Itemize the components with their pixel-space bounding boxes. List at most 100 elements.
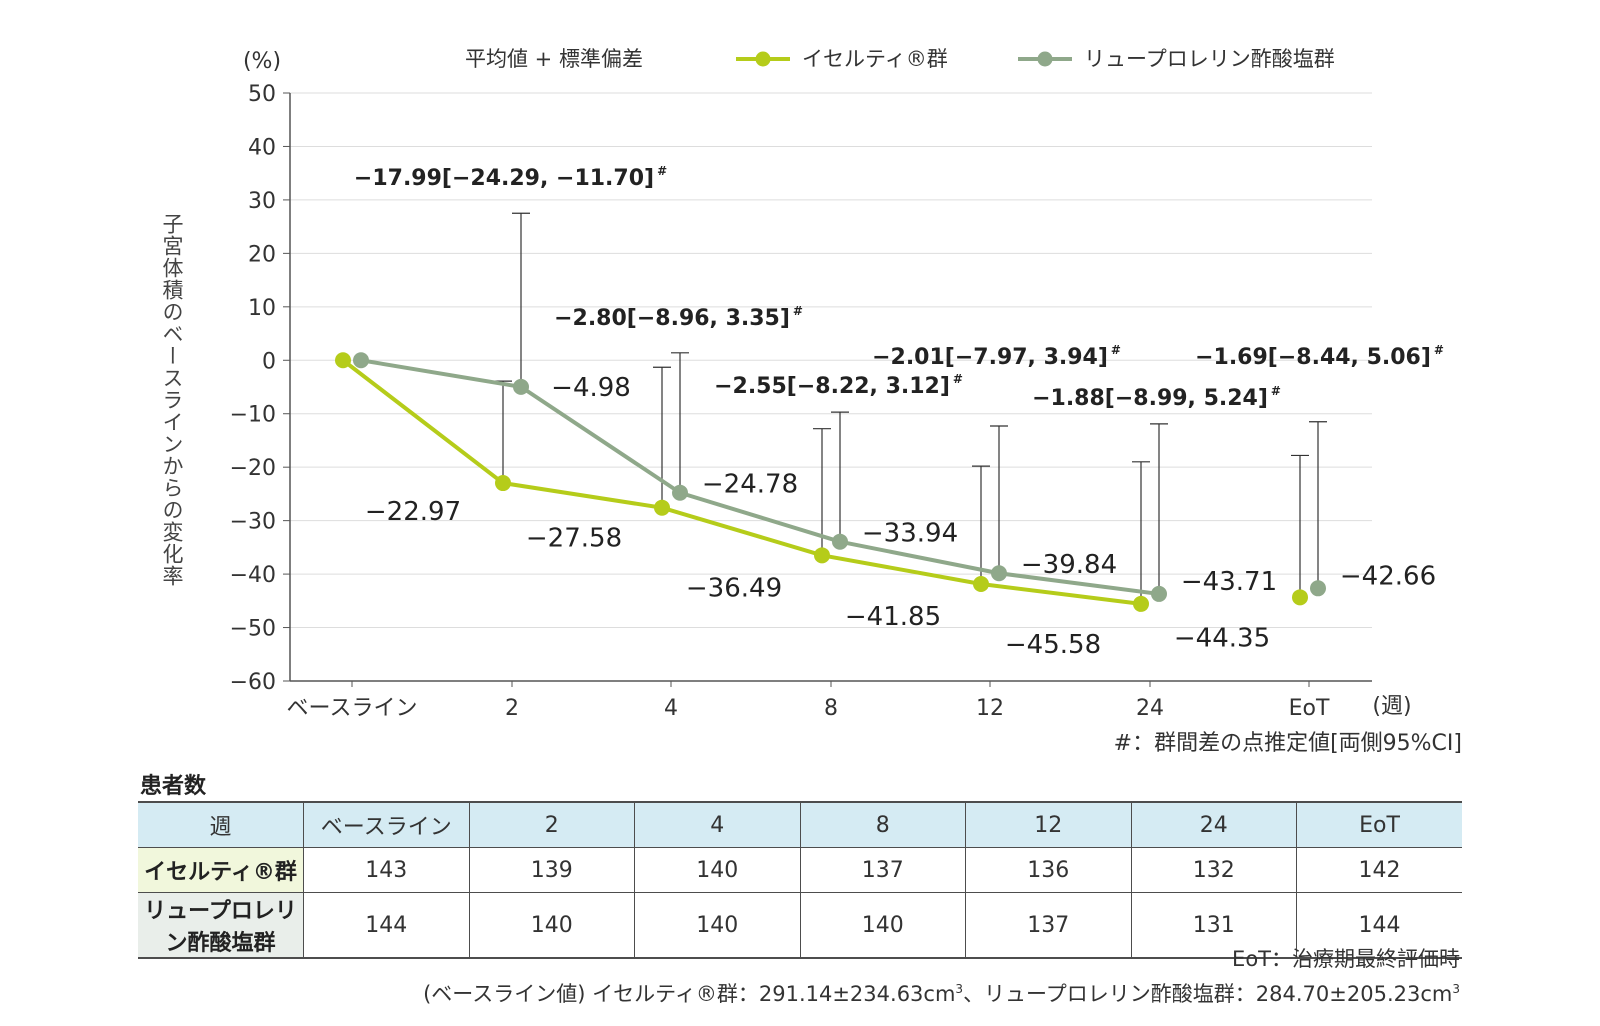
table-cell: 140 xyxy=(468,892,635,958)
table-cell: 137 xyxy=(965,892,1131,958)
table-cell: 137 xyxy=(799,847,966,893)
value-label-leuprorelin: −4.98 xyxy=(551,373,631,403)
group-difference-mark: # xyxy=(1111,343,1121,357)
header-cell: 4 xyxy=(634,802,800,848)
row-label-iserti: イセルティ®群 xyxy=(138,847,304,893)
y-tick-label: 20 xyxy=(248,242,276,267)
legend-marker-leuprorelin xyxy=(1037,51,1053,67)
marker-leuprorelin xyxy=(353,352,369,369)
y-tick-label: −30 xyxy=(230,510,276,535)
table-row-iserti: イセルティ®群 143 139 140 137 136 132 142 xyxy=(138,847,1462,893)
header-cell: ベースライン xyxy=(303,802,469,848)
group-difference-label: −17.99[−24.29, −11.70] xyxy=(354,166,654,191)
y-axis-label: 子宮体積のベースラインからの変化率 xyxy=(160,213,184,587)
marker-leuprorelin xyxy=(1151,585,1167,602)
table-cell: 142 xyxy=(1296,847,1462,893)
table-cell: 139 xyxy=(468,847,635,893)
x-tick-label: 4 xyxy=(664,696,678,721)
row-label-leuprorelin: リュープロレリン酢酸塩群 xyxy=(138,892,304,958)
y-tick-label: 10 xyxy=(248,296,276,321)
table-cell: 144 xyxy=(1296,892,1462,958)
header-cell: 8 xyxy=(799,802,966,848)
marker-leuprorelin xyxy=(832,533,848,550)
table-cell: 140 xyxy=(799,892,966,958)
marker-iserti xyxy=(495,475,511,492)
value-label-iserti: −36.49 xyxy=(686,573,782,603)
legend-label-leuprorelin: リュープロレリン酢酸塩群 xyxy=(1084,47,1335,71)
eot-note: EoT：治療期最終評価時 xyxy=(1232,947,1460,971)
value-label-leuprorelin: −43.71 xyxy=(1181,567,1277,597)
group-difference-mark: # xyxy=(1271,384,1281,398)
marker-iserti xyxy=(335,352,351,369)
series-line-leuprorelin xyxy=(360,358,1160,596)
group-difference-mark: # xyxy=(1434,343,1444,357)
superscript-3: 3 xyxy=(1452,982,1460,996)
y-tick-label: −40 xyxy=(230,563,276,588)
patient-count-title: 患者数 xyxy=(140,774,207,799)
group-difference-mark: # xyxy=(953,372,963,386)
marker-leuprorelin xyxy=(1310,580,1326,597)
marker-leuprorelin xyxy=(513,378,529,395)
y-tick-label: −50 xyxy=(230,617,276,642)
baseline-note: (ベースライン値) イセルティ®群：291.14±234.63cm3、リュープロ… xyxy=(423,978,1460,1008)
value-label-leuprorelin: −33.94 xyxy=(862,519,958,549)
chart-footnote: #：群間差の点推定値[両側95%CI] xyxy=(1114,731,1462,756)
marker-iserti xyxy=(973,575,989,592)
marker-iserti xyxy=(654,499,670,516)
marker-iserti xyxy=(814,547,830,564)
x-tick-label: EoT xyxy=(1289,696,1330,721)
value-label-iserti: −22.97 xyxy=(365,497,461,527)
header-cell: 2 xyxy=(468,802,635,848)
marker-iserti xyxy=(1133,595,1149,612)
group-difference-mark: # xyxy=(657,164,667,178)
patient-count-table: 週 ベースライン 2 4 8 12 24 EoT イセルティ®群 143 139… xyxy=(138,801,1462,959)
value-label-iserti: −45.58 xyxy=(1005,630,1101,660)
table-row-leuprorelin: リュープロレリン酢酸塩群 144 140 140 140 137 131 144 xyxy=(138,892,1462,958)
superscript-3: 3 xyxy=(955,982,964,996)
group-difference-label: −2.55[−8.22, 3.12] xyxy=(714,374,950,399)
header-cell-week: 週 xyxy=(209,815,232,840)
y-tick-label: 30 xyxy=(248,189,276,214)
legend-marker-iserti xyxy=(755,51,771,67)
table-header-row: 週 ベースライン 2 4 8 12 24 EoT xyxy=(138,802,1462,848)
y-tick-label: −20 xyxy=(230,456,276,481)
value-label-leuprorelin: −39.84 xyxy=(1021,550,1117,580)
marker-iserti xyxy=(1292,589,1308,606)
y-tick-label: 50 xyxy=(248,82,276,107)
value-label-iserti: −27.58 xyxy=(526,524,622,554)
marker-leuprorelin xyxy=(991,565,1007,582)
table-cell: 140 xyxy=(634,892,800,958)
baseline-note-part2: 、リュープロレリン酢酸塩群：284.70±205.23cm xyxy=(963,982,1453,1006)
x-tick-label: 24 xyxy=(1136,696,1164,721)
table-cell: 144 xyxy=(303,892,469,958)
series-line-iserti xyxy=(341,358,1142,606)
group-difference-mark: # xyxy=(793,304,803,318)
y-axis-unit: (%) xyxy=(243,49,281,74)
x-tick-label: 2 xyxy=(505,696,519,721)
x-tick-label: ベースライン xyxy=(287,696,418,721)
header-cell: EoT xyxy=(1296,802,1462,848)
group-difference-label: −1.88[−8.99, 5.24] xyxy=(1032,386,1268,411)
group-difference-label: −1.69[−8.44, 5.06] xyxy=(1195,345,1431,370)
group-difference-label: −2.01[−7.97, 3.94] xyxy=(872,345,1108,370)
value-label-leuprorelin: −42.66 xyxy=(1340,561,1436,591)
value-label-iserti: −41.85 xyxy=(845,602,941,632)
y-tick-label: 0 xyxy=(262,349,276,374)
value-label-iserti: −44.35 xyxy=(1174,623,1270,653)
table-cell: 131 xyxy=(1130,892,1297,958)
group-difference-label: −2.80[−8.96, 3.35] xyxy=(554,306,790,331)
table-cell: 136 xyxy=(965,847,1131,893)
legend-sd-label: 平均値 + 標準偏差 xyxy=(465,47,643,71)
y-tick-label: −10 xyxy=(230,403,276,428)
table-cell: 143 xyxy=(303,847,469,893)
marker-leuprorelin xyxy=(672,484,688,501)
y-tick-label: −60 xyxy=(230,670,276,695)
baseline-note-part1: (ベースライン値) イセルティ®群：291.14±234.63cm xyxy=(423,982,956,1006)
header-cell: 12 xyxy=(965,802,1131,848)
table-cell: 132 xyxy=(1130,847,1297,893)
table-cell: 140 xyxy=(634,847,800,893)
header-cell: 24 xyxy=(1130,802,1297,848)
legend-label-iserti: イセルティ®群 xyxy=(802,47,948,71)
x-tick-label: 8 xyxy=(824,696,838,721)
